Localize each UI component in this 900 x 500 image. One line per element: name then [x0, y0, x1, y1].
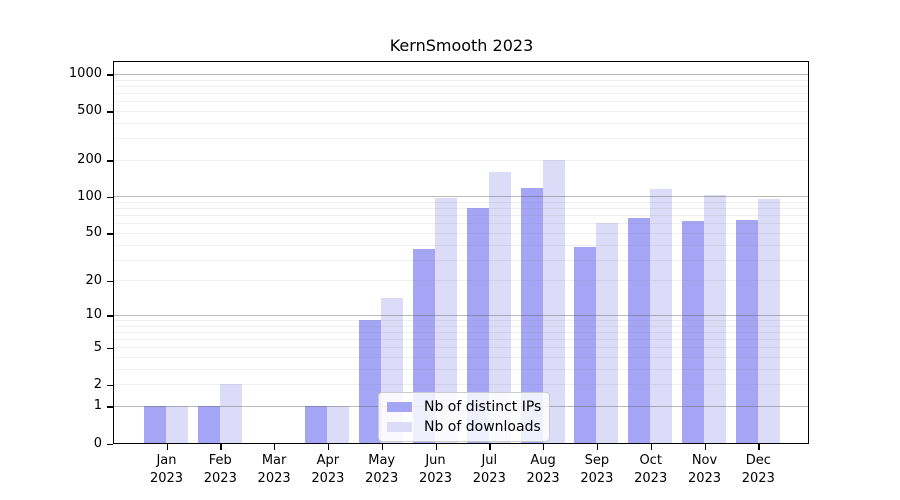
- grid-line: [114, 92, 808, 94]
- y-tick-label: 50: [85, 225, 102, 241]
- y-tick: [107, 160, 113, 162]
- bar-downloads-sep: [596, 223, 619, 443]
- x-tick: [166, 444, 168, 450]
- bar-distinct-ips-jul: [466, 208, 489, 443]
- bar-downloads-jul: [488, 171, 511, 443]
- x-tick-label: Nov 2023: [687, 453, 722, 486]
- grid-line: [114, 85, 808, 87]
- legend-swatch-downloads: [387, 422, 412, 432]
- legend: Nb of distinct IPs Nb of downloads: [378, 392, 550, 442]
- bar-distinct-ips-oct: [628, 218, 651, 443]
- bar-distinct-ips-may: [359, 319, 382, 443]
- x-tick: [220, 444, 222, 450]
- grid-line: [114, 101, 808, 103]
- y-tick-label: 100: [77, 188, 102, 204]
- y-tick: [107, 233, 113, 235]
- x-tick-label: Feb 2023: [203, 453, 237, 486]
- x-tick: [758, 444, 760, 450]
- legend-label-downloads: Nb of downloads: [424, 419, 541, 435]
- grid-line: [114, 110, 808, 112]
- x-tick: [596, 444, 599, 450]
- bar-distinct-ips-jan: [144, 405, 166, 443]
- y-tick-label: 20: [85, 272, 102, 288]
- x-tick-label: Apr 2023: [311, 453, 345, 486]
- plot-area: [113, 61, 809, 444]
- x-tick: [327, 444, 330, 450]
- y-tick-label: 2: [93, 376, 102, 392]
- y-tick: [107, 315, 113, 317]
- bar-downloads-apr: [327, 405, 350, 443]
- bar-downloads-dec: [757, 199, 780, 443]
- bar-distinct-ips-feb: [197, 405, 220, 443]
- x-tick: [704, 444, 706, 450]
- bar-downloads-aug: [542, 159, 565, 443]
- bar-distinct-ips-nov: [682, 220, 704, 443]
- y-tick: [107, 280, 113, 283]
- x-tick: [543, 444, 545, 450]
- x-tick-label: Sep 2023: [580, 453, 614, 486]
- bar-distinct-ips-apr: [305, 405, 328, 443]
- y-tick: [107, 347, 113, 350]
- x-tick-label: Jan 2023: [149, 453, 184, 486]
- bar-downloads-nov: [704, 194, 726, 443]
- y-tick: [107, 74, 113, 76]
- y-tick: [107, 406, 113, 408]
- bar-downloads-feb: [219, 384, 242, 443]
- y-tick-label: 500: [77, 103, 102, 119]
- x-tick-label: Jun 2023: [418, 453, 453, 486]
- y-tick: [107, 196, 113, 199]
- y-tick-label: 0: [93, 435, 102, 451]
- x-tick-label: May 2023: [365, 453, 399, 486]
- y-tick: [107, 111, 113, 113]
- x-tick: [489, 444, 491, 450]
- chart-title: KernSmooth 2023: [389, 36, 534, 55]
- legend-item-downloads: Nb of downloads: [387, 418, 541, 436]
- y-tick: [107, 443, 113, 445]
- x-tick: [435, 444, 437, 450]
- bar-distinct-ips-dec: [735, 219, 758, 443]
- grid-line: [114, 122, 808, 124]
- x-tick: [274, 444, 276, 450]
- y-tick: [107, 384, 113, 387]
- grid-line: [114, 159, 808, 161]
- y-tick-label: 1000: [68, 66, 102, 82]
- grid-line: [114, 73, 808, 75]
- legend-label-distinct-ips: Nb of distinct IPs: [424, 399, 542, 415]
- y-tick-label: 10: [85, 307, 102, 323]
- x-tick: [650, 444, 653, 450]
- grid-line: [114, 138, 808, 140]
- legend-swatch-distinct-ips: [387, 402, 412, 412]
- x-tick-label: Oct 2023: [634, 453, 668, 486]
- x-tick: [381, 444, 384, 450]
- y-tick-label: 1: [93, 398, 102, 414]
- y-tick-label: 200: [77, 152, 102, 168]
- bar-distinct-ips-sep: [574, 247, 597, 443]
- x-tick-label: Jul 2023: [472, 453, 506, 486]
- bar-downloads-jan: [166, 405, 188, 443]
- grid-line: [114, 79, 808, 81]
- x-tick-label: Dec 2023: [741, 453, 775, 486]
- bar-downloads-oct: [650, 189, 673, 443]
- legend-item-distinct-ips: Nb of distinct IPs: [387, 398, 542, 416]
- y-tick-label: 5: [93, 339, 102, 355]
- x-tick-label: Mar 2023: [257, 453, 291, 486]
- bar-downloads-jun: [435, 197, 457, 443]
- x-tick-label: Aug 2023: [526, 453, 560, 486]
- bar-distinct-ips-aug: [520, 187, 543, 443]
